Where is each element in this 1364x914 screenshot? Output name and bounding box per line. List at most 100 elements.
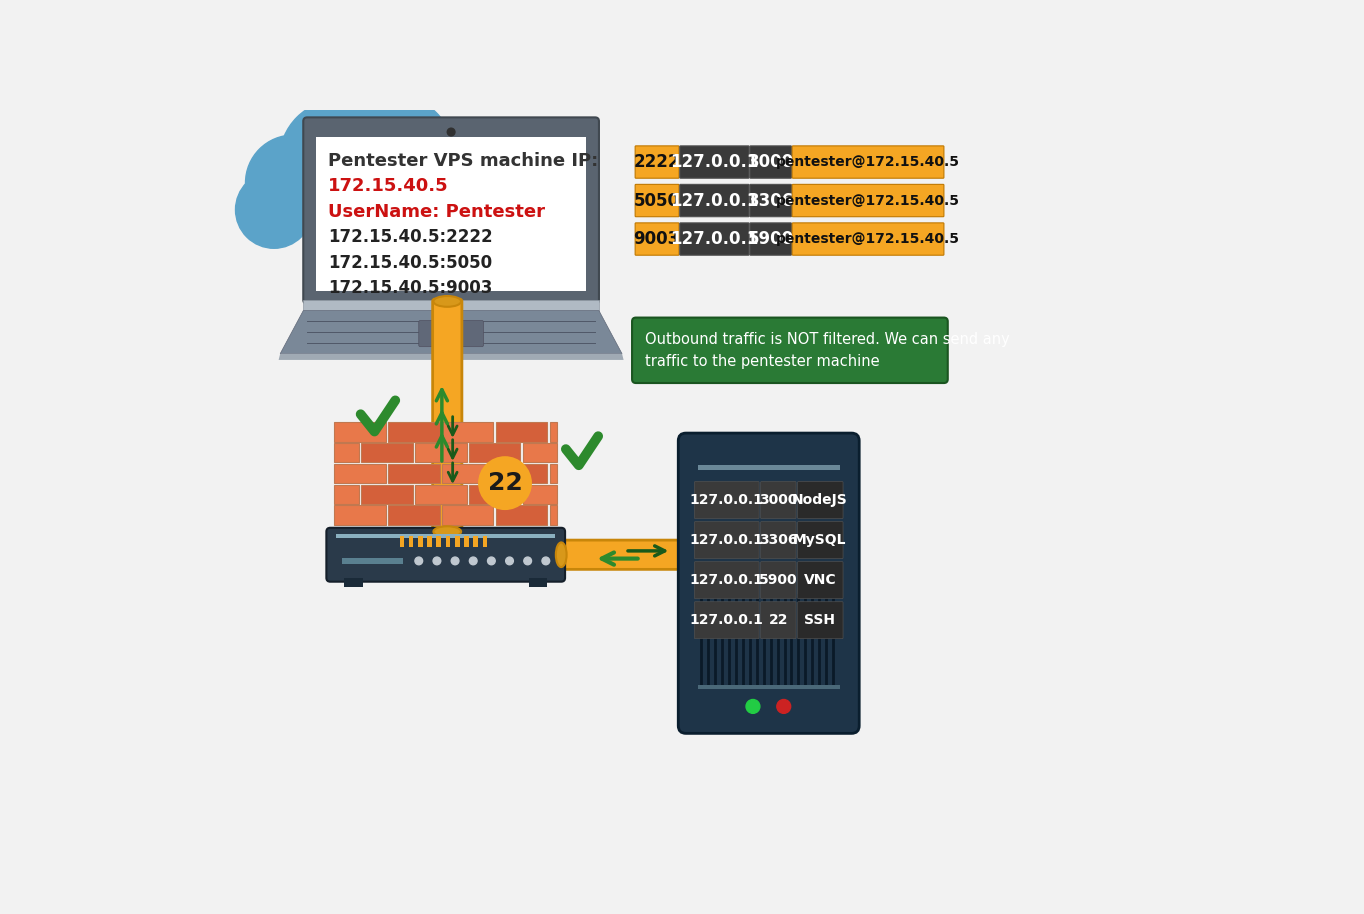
FancyBboxPatch shape [792,223,944,255]
FancyBboxPatch shape [798,601,843,639]
Bar [342,558,404,564]
Bar [550,422,558,441]
Text: 3000: 3000 [760,493,798,507]
Circle shape [506,557,513,565]
FancyBboxPatch shape [678,433,859,733]
Text: 127.0.0.1: 127.0.0.1 [690,493,764,507]
Circle shape [342,97,453,207]
FancyBboxPatch shape [559,540,708,569]
Text: 127.0.0.1: 127.0.0.1 [670,230,758,248]
Circle shape [438,165,512,239]
Bar [495,422,547,441]
Bar [473,537,477,547]
Bar [387,505,439,525]
Bar [409,537,413,547]
Ellipse shape [557,542,566,567]
Bar [550,505,558,525]
Bar [427,537,432,547]
Text: 127.0.0.1: 127.0.0.1 [670,153,758,171]
Bar [361,443,412,462]
Circle shape [487,557,495,565]
FancyBboxPatch shape [792,146,944,178]
Bar [417,537,423,547]
Bar [387,464,439,484]
Text: Pentester VPS machine IP:: Pentester VPS machine IP: [327,152,599,170]
Circle shape [401,122,494,214]
Text: 172.15.40.5: 172.15.40.5 [327,177,449,196]
FancyBboxPatch shape [636,146,679,178]
Text: Outbound traffic is NOT filtered. We can send any
traffic to the pentester machi: Outbound traffic is NOT filtered. We can… [645,332,1009,369]
FancyBboxPatch shape [750,146,791,178]
Text: 172.15.40.5:5050: 172.15.40.5:5050 [327,254,492,271]
Bar [483,537,487,547]
Text: MySQL: MySQL [794,533,847,547]
Ellipse shape [434,296,461,307]
Bar [415,443,466,462]
Circle shape [524,557,532,565]
FancyBboxPatch shape [761,522,797,558]
Bar [303,300,599,311]
Bar [334,484,359,504]
FancyBboxPatch shape [679,223,749,255]
FancyBboxPatch shape [679,185,749,217]
Text: 3306: 3306 [747,192,794,209]
FancyBboxPatch shape [432,299,462,534]
Text: 22: 22 [488,471,522,495]
Bar [522,484,558,504]
Circle shape [777,699,791,713]
FancyBboxPatch shape [798,482,843,518]
Text: 3000: 3000 [747,153,794,171]
Circle shape [280,100,400,219]
Text: 5900: 5900 [758,573,798,587]
Bar [495,505,547,525]
Bar [456,537,460,547]
Text: VNC: VNC [803,573,836,587]
FancyBboxPatch shape [750,223,791,255]
Bar [495,464,547,484]
Bar [469,443,521,462]
Bar [436,537,441,547]
Bar [334,464,386,484]
Bar [697,465,840,470]
FancyBboxPatch shape [636,223,679,255]
Circle shape [432,557,441,565]
Bar [400,537,404,547]
FancyBboxPatch shape [419,321,483,346]
Text: pentester@172.15.40.5: pentester@172.15.40.5 [776,155,960,169]
FancyBboxPatch shape [761,562,797,599]
Circle shape [477,456,532,510]
Bar [446,537,450,547]
FancyBboxPatch shape [761,482,797,518]
FancyBboxPatch shape [798,562,843,599]
FancyBboxPatch shape [750,185,791,217]
Circle shape [746,699,760,713]
FancyBboxPatch shape [798,522,843,558]
Circle shape [236,171,312,249]
Text: NodeJS: NodeJS [792,493,848,507]
Bar [469,484,521,504]
Text: 22: 22 [768,613,788,627]
Bar [361,484,412,504]
Circle shape [246,135,341,230]
FancyBboxPatch shape [303,117,599,303]
Text: 9003: 9003 [633,230,679,248]
Bar [550,464,558,484]
Text: 127.0.0.1: 127.0.0.1 [690,533,764,547]
FancyBboxPatch shape [694,601,760,639]
FancyBboxPatch shape [792,185,944,217]
Bar [415,484,466,504]
Text: 127.0.0.1: 127.0.0.1 [690,573,764,587]
Bar [442,505,494,525]
FancyBboxPatch shape [636,185,679,217]
Circle shape [447,128,456,136]
FancyBboxPatch shape [316,136,587,291]
Bar [442,464,494,484]
FancyBboxPatch shape [694,482,760,518]
Bar [697,685,840,689]
Text: 172.15.40.5:2222: 172.15.40.5:2222 [327,228,492,246]
Bar [334,505,386,525]
Text: 5050: 5050 [634,192,679,209]
FancyBboxPatch shape [694,522,760,558]
Ellipse shape [700,542,711,567]
Circle shape [451,557,458,565]
